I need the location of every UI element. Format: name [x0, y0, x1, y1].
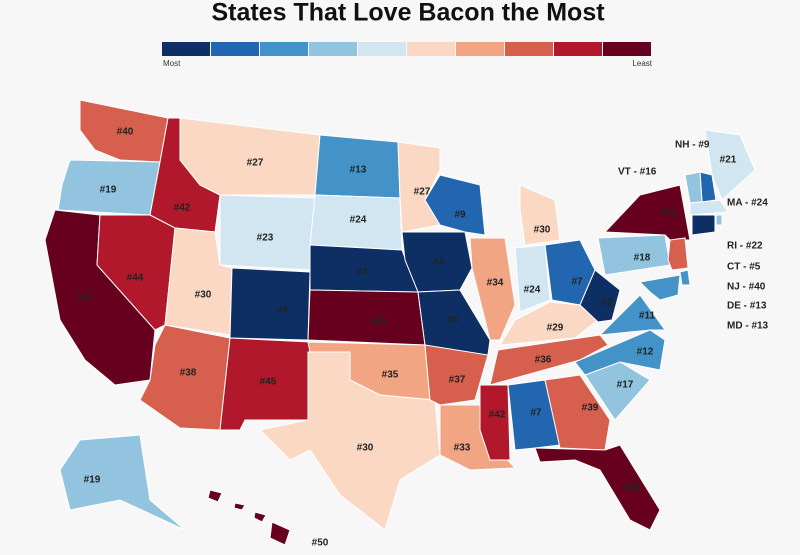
state-rank-label: #3 — [432, 257, 444, 268]
state — [258, 351, 441, 531]
state — [534, 444, 661, 531]
callout-label: RI - #22 — [727, 241, 763, 252]
state-rank-label: #42 — [174, 203, 191, 214]
state-rank-label: #39 — [582, 403, 599, 414]
state-rank-label: #7 — [571, 277, 583, 288]
state — [544, 374, 611, 451]
state — [679, 269, 691, 286]
state — [598, 294, 666, 336]
state-rank-label: #35 — [382, 370, 399, 381]
state-rank-label: #38 — [180, 368, 197, 379]
state-rank-label: #46 — [660, 208, 677, 219]
state — [667, 237, 689, 271]
state-rank-label: #17 — [617, 380, 634, 391]
state — [233, 502, 246, 511]
state-rank-label: #47 — [77, 293, 94, 304]
legend-swatch — [309, 42, 357, 56]
callout-label: MD - #13 — [727, 321, 769, 332]
state-rank-label: #23 — [257, 233, 274, 244]
state — [57, 159, 161, 216]
legend-swatch — [603, 42, 651, 56]
legend — [162, 42, 651, 56]
callout-label: CT - #5 — [727, 262, 761, 273]
state-rank-label: #19 — [100, 185, 117, 196]
state-rank-label: #44 — [127, 273, 144, 284]
state — [179, 117, 321, 196]
state-rank-label: #24 — [350, 215, 367, 226]
state — [514, 244, 551, 313]
state-rank-label: #18 — [634, 253, 651, 264]
state-rank-label: #30 — [195, 290, 212, 301]
legend-swatch — [162, 42, 210, 56]
state-rank-label: #40 — [117, 127, 134, 138]
legend-swatch — [554, 42, 602, 56]
callout-label: VT - #16 — [618, 167, 657, 178]
state — [579, 269, 621, 323]
callout-label: NJ - #40 — [727, 282, 766, 293]
callout-label: MA - #24 — [727, 198, 768, 209]
state — [207, 489, 223, 503]
state — [638, 274, 681, 301]
legend-low: Most — [163, 59, 181, 68]
state-rank-label: #9 — [454, 210, 466, 221]
state — [424, 344, 489, 406]
state-rank-label: #21 — [720, 155, 737, 166]
legend-swatch — [358, 42, 406, 56]
state-rank-label: #45 — [260, 377, 277, 388]
state-rank-label: #36 — [535, 355, 552, 366]
legend-swatch — [260, 42, 308, 56]
state-rank-label: #4 — [276, 305, 288, 316]
state-rank-label: #34 — [487, 278, 504, 289]
legend-swatch — [456, 42, 504, 56]
state-rank-label: #50 — [312, 538, 329, 549]
callout-label: DE - #13 — [727, 301, 767, 312]
state-rank-label: #19 — [84, 475, 101, 486]
state — [519, 184, 561, 246]
state — [691, 214, 716, 236]
state-rank-label: #12 — [637, 347, 654, 358]
state-rank-label: #37 — [449, 375, 466, 386]
legend-swatch — [505, 42, 553, 56]
state — [479, 384, 511, 461]
legend-swatch — [211, 42, 259, 56]
states: #40 #19 #47 #42 #44 #27 #23 #30 #38 #4 #45 #13 #24 #1… — [44, 99, 756, 549]
state — [684, 171, 703, 204]
state-rank-label: #42 — [489, 410, 506, 421]
state-rank-label: #11 — [639, 311, 656, 322]
state — [715, 214, 723, 226]
state-rank-label: #5 — [446, 315, 458, 326]
state-rank-label: #24 — [524, 285, 541, 296]
state-rank-label: #1 — [356, 267, 368, 278]
state — [269, 521, 291, 546]
state — [424, 174, 486, 236]
state — [489, 334, 609, 386]
state — [59, 434, 186, 531]
state — [307, 289, 426, 346]
state-rank-label: #2 — [601, 298, 613, 309]
legend-high: Least — [632, 59, 652, 68]
state — [469, 237, 516, 341]
state-rank-label: #27 — [247, 158, 264, 169]
state-rank-label: #30 — [357, 443, 374, 454]
state — [253, 511, 267, 523]
state — [704, 129, 756, 201]
legend-swatch — [407, 42, 455, 56]
state-rank-label: #33 — [454, 443, 471, 454]
state-rank-label: #30 — [534, 225, 551, 236]
state — [603, 184, 691, 241]
state — [689, 199, 729, 216]
state — [507, 379, 561, 451]
state-rank-label: #48 — [624, 483, 641, 494]
state-rank-label: #49 — [370, 317, 387, 328]
state-rank-label: #7 — [530, 408, 542, 419]
title: States That Love Bacon the Most — [211, 0, 605, 27]
state-rank-label: #13 — [350, 165, 367, 176]
state — [229, 267, 311, 341]
state-rank-label: #27 — [414, 187, 431, 198]
state-rank-label: #29 — [547, 323, 564, 334]
callout-label: NH - #9 — [675, 140, 710, 151]
